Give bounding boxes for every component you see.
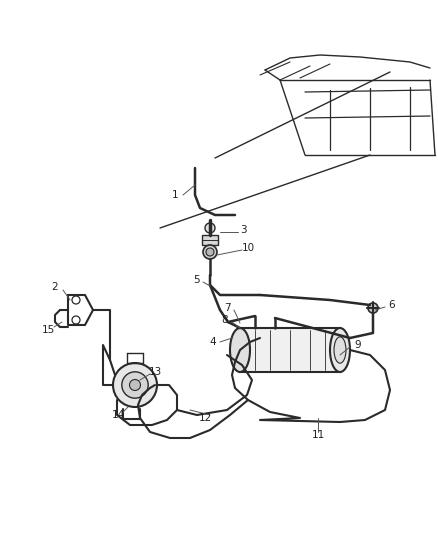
- Circle shape: [130, 379, 141, 391]
- Text: 14: 14: [111, 410, 125, 420]
- Ellipse shape: [230, 328, 250, 372]
- Circle shape: [368, 303, 378, 313]
- Text: 4: 4: [210, 337, 216, 347]
- Text: 1: 1: [172, 190, 178, 200]
- Circle shape: [203, 245, 217, 259]
- Text: 13: 13: [148, 367, 162, 377]
- Circle shape: [205, 223, 215, 233]
- Text: 10: 10: [241, 243, 254, 253]
- Circle shape: [206, 248, 214, 256]
- Text: 11: 11: [311, 430, 325, 440]
- Circle shape: [113, 363, 157, 407]
- Bar: [202, 235, 218, 245]
- Text: 7: 7: [224, 303, 230, 313]
- Text: 6: 6: [389, 300, 396, 310]
- Bar: [240, 328, 340, 372]
- Ellipse shape: [330, 328, 350, 372]
- Circle shape: [122, 372, 148, 398]
- Text: 9: 9: [355, 340, 361, 350]
- Text: 5: 5: [193, 275, 199, 285]
- Text: 12: 12: [198, 413, 212, 423]
- Text: 8: 8: [222, 315, 228, 325]
- Ellipse shape: [334, 337, 346, 363]
- Text: 3: 3: [240, 225, 246, 235]
- Text: 15: 15: [41, 325, 55, 335]
- Text: 2: 2: [52, 282, 58, 292]
